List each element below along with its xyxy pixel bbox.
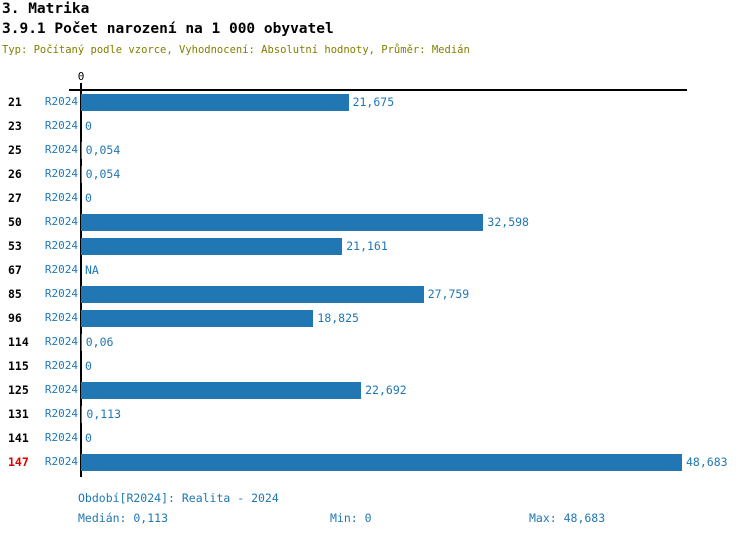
chart-row: 131 R2024 0,113 [0, 402, 750, 426]
chart-row: 147 R2024 48,683 [0, 450, 750, 474]
row-category-label: 131 [8, 407, 29, 421]
row-category-label: 96 [8, 311, 22, 325]
row-period-label: R2024 [44, 143, 78, 156]
row-period-label: R2024 [44, 119, 78, 132]
row-period-label: R2024 [44, 95, 78, 108]
row-period-label: R2024 [44, 407, 78, 420]
row-category-label: 23 [8, 119, 22, 133]
bar-value-label: 27,759 [427, 287, 470, 301]
chart-row: 25 R2024 0,054 [0, 138, 750, 162]
bar [81, 453, 682, 471]
chart-row: 85 R2024 27,759 [0, 282, 750, 306]
bar-value-label: 48,683 [686, 455, 728, 469]
bar [81, 141, 82, 159]
footer-min: Min: 0 [330, 511, 372, 525]
row-period-label: R2024 [44, 335, 78, 348]
bar [81, 213, 484, 231]
page-title: 3. Matrika [2, 1, 90, 17]
bar [81, 285, 424, 303]
chart-row: 114 R2024 0,06 [0, 330, 750, 354]
chart-meta-line: Typ: Počítaný podle vzorce, Vyhodnocení:… [2, 44, 470, 56]
bar-value-label: 0 [85, 191, 92, 205]
row-period-label: R2024 [44, 215, 78, 228]
chart-row: 27 R2024 0 [0, 186, 750, 210]
bar-value-label: 21,161 [346, 239, 388, 253]
bar-value-label: 0,06 [85, 335, 114, 349]
row-category-label: 115 [8, 359, 29, 373]
row-category-label: 85 [8, 287, 22, 301]
x-axis-tick-label: 0 [77, 70, 85, 83]
bar [81, 237, 343, 255]
bar-chart: 21 R2024 21,675 23 R2024 0 25 R2024 0,054 26 R2024… [0, 90, 750, 474]
bar [81, 333, 82, 351]
row-period-label: R2024 [44, 239, 78, 252]
row-period-label: R2024 [44, 311, 78, 324]
bar [81, 309, 314, 327]
bar-value-label: 0 [85, 359, 92, 373]
bar-value-label: 21,675 [352, 95, 395, 109]
row-category-label: 67 [8, 263, 22, 277]
row-period-label: R2024 [44, 359, 78, 372]
chart-row: 96 R2024 18,825 [0, 306, 750, 330]
bar-value-label: NA [85, 263, 99, 277]
row-period-label: R2024 [44, 263, 78, 276]
chart-row: 67 R2024 NA [0, 258, 750, 282]
row-category-label: 53 [8, 239, 22, 253]
row-period-label: R2024 [44, 431, 78, 444]
x-axis-line [69, 89, 687, 91]
chart-row: 26 R2024 0,054 [0, 162, 750, 186]
row-category-label: 141 [8, 431, 29, 445]
row-period-label: R2024 [44, 455, 78, 468]
bar-value-label: 32,598 [487, 215, 529, 229]
bar-value-label: 0,113 [86, 407, 122, 421]
footer-median: Medián: 0,113 [78, 511, 169, 525]
row-category-label: 114 [8, 335, 29, 349]
bar [81, 93, 349, 111]
row-period-label: R2024 [44, 287, 78, 300]
bar-value-label: 0,054 [85, 143, 121, 157]
bar-value-label: 18,825 [317, 311, 359, 325]
row-category-label: 26 [8, 167, 22, 181]
footer-max: Max: 48,683 [529, 511, 606, 525]
bar-value-label: 22,692 [365, 383, 407, 397]
row-category-label: 147 [8, 455, 29, 469]
bar-value-label: 0 [85, 431, 92, 445]
y-axis-line [80, 83, 82, 477]
bar [81, 165, 82, 183]
bar [81, 405, 83, 423]
chart-row: 141 R2024 0 [0, 426, 750, 450]
bar-value-label: 0,054 [85, 167, 121, 181]
chart-row: 125 R2024 22,692 [0, 378, 750, 402]
chart-row: 50 R2024 32,598 [0, 210, 750, 234]
row-category-label: 50 [8, 215, 22, 229]
bar-value-label: 0 [85, 119, 92, 133]
bar [81, 381, 362, 399]
row-category-label: 27 [8, 191, 22, 205]
row-period-label: R2024 [44, 191, 78, 204]
row-period-label: R2024 [44, 167, 78, 180]
row-category-label: 25 [8, 143, 22, 157]
chart-row: 53 R2024 21,161 [0, 234, 750, 258]
row-category-label: 125 [8, 383, 29, 397]
footer-period: Období[R2024]: Realita - 2024 [78, 491, 279, 505]
chart-row: 115 R2024 0 [0, 354, 750, 378]
row-period-label: R2024 [44, 383, 78, 396]
chart-row: 23 R2024 0 [0, 114, 750, 138]
chart-title: 3.9.1 Počet narození na 1 000 obyvatel [2, 21, 334, 37]
chart-row: 21 R2024 21,675 [0, 90, 750, 114]
row-category-label: 21 [8, 95, 22, 109]
